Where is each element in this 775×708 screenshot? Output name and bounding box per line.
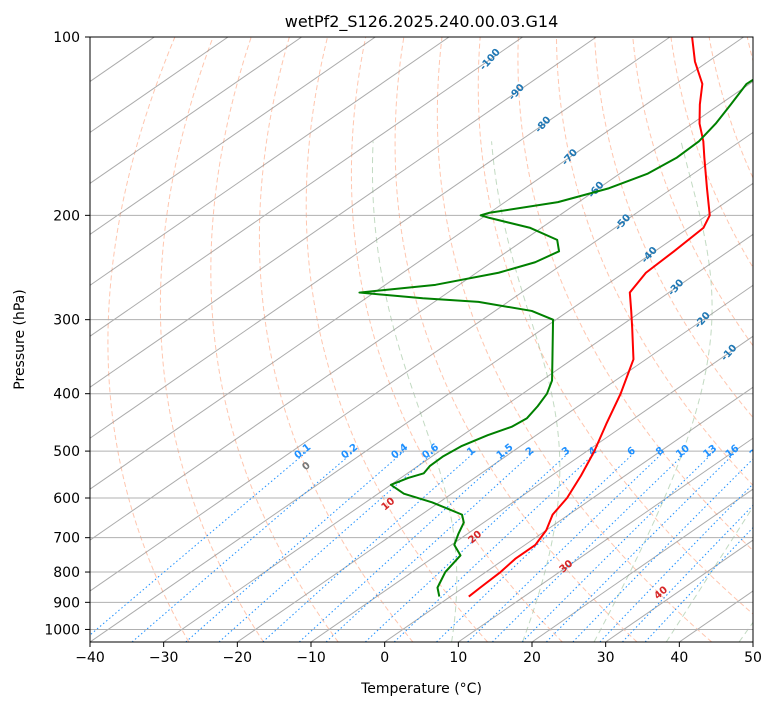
mixing-ratio-line <box>262 450 477 642</box>
temperature-profile-line <box>468 37 711 598</box>
sounding-series <box>358 37 753 598</box>
isotherm-line <box>90 37 376 235</box>
mixing-ratio-line <box>621 504 753 642</box>
mixing-ratio-line <box>599 483 753 642</box>
x-tick-label: 40 <box>670 650 688 666</box>
dry-adiabat-line <box>517 37 753 552</box>
y-tick-label: 700 <box>53 531 80 547</box>
mixing-ratio-line <box>491 450 688 642</box>
isotherm-line <box>90 37 523 337</box>
plot-area: 0.10.20.40.611.52346810131620253036-100-… <box>90 37 766 642</box>
isotherm-line <box>90 37 450 286</box>
y-axis-ticks: 100 200 300 400 500 600 700 800 900 1000 <box>44 30 90 638</box>
mixing-ratio-line <box>572 458 753 642</box>
y-axis-label: Pressure (hPa) <box>12 289 28 389</box>
isotherm-line <box>90 37 671 439</box>
x-tick-label: −40 <box>75 650 105 666</box>
isotherm-line <box>90 37 744 490</box>
mixing-ratio-line <box>364 450 571 642</box>
mixing-ratio-line <box>545 450 738 642</box>
x-tick-label: −30 <box>149 650 179 666</box>
y-tick-label: 200 <box>53 208 80 224</box>
mixing-ratio-line <box>436 450 637 642</box>
mixing-ratio-lines <box>90 450 753 642</box>
x-tick-label: −10 <box>296 650 326 666</box>
isotherm-line <box>90 80 753 541</box>
dry-adiabat-line <box>210 37 339 642</box>
isotherm-line <box>384 386 753 642</box>
dry-adiabat-line <box>305 37 488 642</box>
isotherm-line <box>90 37 302 185</box>
mixing-ratio-line <box>644 526 753 642</box>
dry-adiabat-line <box>350 37 563 642</box>
isotherm-line <box>310 335 753 642</box>
plot-frame <box>89 36 754 643</box>
dewpoint-profile-line <box>358 78 753 597</box>
x-tick-label: 50 <box>744 650 762 666</box>
dry-adiabat-line <box>394 37 638 642</box>
isotherm-line <box>90 182 753 642</box>
y-tick-label: 400 <box>53 387 80 403</box>
dry-adiabat-line <box>477 37 753 615</box>
mixing-ratio-line <box>185 450 405 642</box>
chart-title: wetPf2_S126.2025.240.00.03.G14 <box>285 12 559 32</box>
x-axis-label: Temperature (°C) <box>360 681 482 697</box>
x-tick-label: 0 <box>380 650 389 666</box>
isotherms <box>90 37 753 642</box>
mixing-ratio-line <box>521 450 715 642</box>
pressure-gridlines <box>90 37 753 630</box>
y-tick-label: 300 <box>53 313 80 329</box>
isotherm-line <box>90 37 597 388</box>
isotherm-line <box>605 539 753 642</box>
y-tick-label: 800 <box>53 565 80 581</box>
y-tick-label: 500 <box>53 444 80 460</box>
mixing-ratio-label: 20 <box>748 443 766 460</box>
isotherm-line <box>458 437 753 642</box>
isotherm-line <box>237 284 753 642</box>
isotherm-line <box>531 488 753 642</box>
isotherm-line <box>163 233 753 642</box>
y-tick-label: 600 <box>53 491 80 507</box>
y-tick-label: 1000 <box>44 622 80 638</box>
x-tick-label: 10 <box>449 650 467 666</box>
x-tick-label: 20 <box>523 650 541 666</box>
x-tick-label: −20 <box>223 650 253 666</box>
dry-adiabat-line <box>594 37 753 419</box>
y-tick-label: 900 <box>53 595 80 611</box>
isotherm-line <box>90 131 753 592</box>
mixing-ratio-line <box>90 450 308 636</box>
y-tick-label: 100 <box>53 30 80 46</box>
x-tick-label: 30 <box>597 650 615 666</box>
dry-adiabat-line <box>159 37 264 642</box>
x-axis-ticks: −40 −30 −20 −10 0 10 20 30 40 50 <box>75 642 762 666</box>
